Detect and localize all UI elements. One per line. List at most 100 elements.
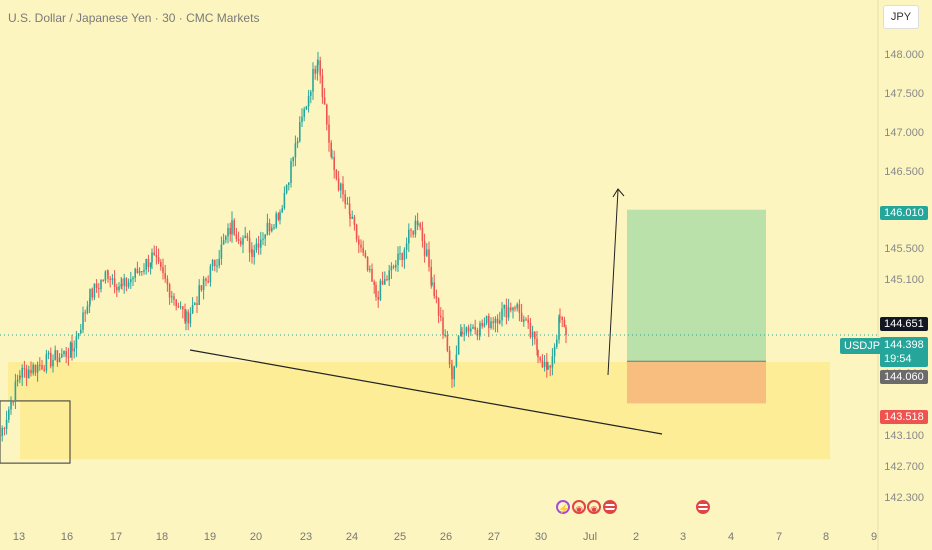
- candle-body: [326, 104, 328, 125]
- candle-body: [65, 351, 67, 357]
- us-flag-icon[interactable]: [603, 500, 617, 514]
- candle-body: [80, 329, 82, 334]
- candle-body: [437, 298, 440, 316]
- candle-body: [395, 264, 397, 268]
- chart-title: U.S. Dollar / Japanese Yen · 30 · CMC Ma…: [8, 11, 260, 25]
- candle-body: [277, 213, 280, 220]
- candle-body: [537, 349, 539, 358]
- candle-body: [8, 409, 10, 420]
- x-tick-label: 30: [534, 531, 548, 543]
- candle-body: [421, 227, 424, 241]
- candle-body: [460, 331, 462, 337]
- candle-body: [77, 333, 80, 337]
- candle-body: [539, 357, 541, 361]
- candle-body: [328, 124, 330, 143]
- candle-body: [301, 116, 303, 123]
- candle-body: [488, 315, 490, 328]
- candle-body: [307, 95, 310, 107]
- candle-body: [476, 329, 479, 336]
- candle-body: [531, 331, 534, 337]
- us-flag-icon[interactable]: [696, 500, 710, 514]
- candle-body: [351, 216, 353, 219]
- profit-zone: [627, 209, 766, 362]
- candle-body: [446, 335, 449, 351]
- candle-body: [184, 309, 186, 322]
- candle-body: [481, 322, 483, 327]
- candle-body: [349, 213, 351, 219]
- candle-body: [1, 428, 3, 437]
- candle-body: [388, 270, 390, 281]
- candle-body: [417, 223, 419, 225]
- candle-body: [330, 142, 332, 157]
- candle-body: [323, 97, 326, 105]
- candle-body: [61, 354, 63, 358]
- candle-body: [82, 312, 84, 330]
- candle-body: [12, 401, 14, 403]
- candle-body: [185, 311, 187, 322]
- candle-body: [50, 352, 52, 367]
- candle-body: [242, 238, 244, 245]
- candle-body: [16, 379, 19, 382]
- candle-body: [173, 296, 175, 300]
- candle-body: [54, 350, 56, 360]
- candle-body: [41, 365, 43, 370]
- candle-body: [399, 253, 401, 255]
- candle-body: [179, 306, 182, 308]
- candle-body: [310, 91, 312, 96]
- lightning-icon[interactable]: ⚡: [556, 500, 570, 514]
- candle-body: [194, 303, 196, 306]
- candle-body: [337, 178, 340, 191]
- candle-body: [397, 253, 399, 265]
- candle-body: [375, 284, 377, 298]
- x-tick-label: 19: [203, 531, 217, 543]
- candle-body: [492, 321, 494, 324]
- candle-body: [52, 359, 54, 367]
- candle-body: [127, 282, 130, 287]
- y-tick-label: 143.100: [884, 429, 924, 442]
- currency-button[interactable]: JPY: [883, 5, 919, 29]
- candle-body: [381, 280, 384, 285]
- candle-body: [209, 266, 212, 283]
- candle-body: [556, 339, 558, 347]
- candle-body: [73, 348, 75, 352]
- candle-body: [563, 320, 566, 328]
- candle-body: [558, 316, 560, 340]
- candle-body: [431, 282, 433, 285]
- candle-body: [202, 278, 205, 291]
- candle-body: [494, 318, 497, 324]
- candle-body: [229, 228, 231, 235]
- candle-body: [30, 369, 32, 374]
- candle-body: [364, 252, 367, 258]
- candle-body: [153, 252, 155, 256]
- candle-body: [160, 261, 162, 268]
- candle-body: [551, 356, 554, 368]
- candle-body: [358, 239, 360, 245]
- record-icon[interactable]: ◉: [572, 500, 586, 514]
- candle-body: [366, 257, 369, 271]
- candle-body: [107, 270, 109, 279]
- candle-body: [93, 283, 96, 298]
- candle-body: [175, 299, 177, 307]
- trendline: [189, 349, 663, 435]
- y-tick-label: 142.700: [884, 461, 924, 473]
- candle-body: [288, 182, 290, 185]
- candle-body: [109, 278, 111, 280]
- record-icon[interactable]: ◉: [587, 500, 601, 514]
- candle-body: [56, 350, 59, 363]
- candle-body: [405, 243, 408, 250]
- candle-body: [34, 364, 37, 373]
- candle-body: [419, 223, 421, 228]
- high-price-label: 144.651: [880, 317, 928, 331]
- candle-body: [423, 240, 426, 256]
- candle-body: [113, 278, 116, 287]
- candle-body: [182, 306, 184, 310]
- supply-demand-zone: [20, 400, 830, 460]
- candle-body: [316, 64, 319, 74]
- candle-body: [164, 273, 166, 279]
- candle-body: [132, 277, 134, 280]
- candle-body: [348, 203, 351, 214]
- candle-body: [205, 279, 207, 281]
- candle-body: [561, 317, 563, 321]
